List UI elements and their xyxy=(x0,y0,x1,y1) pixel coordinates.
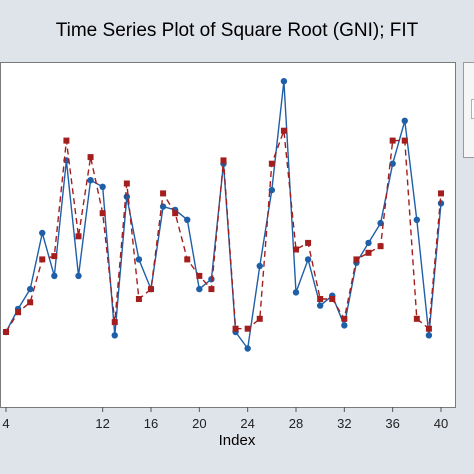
data-point-0-36 xyxy=(437,200,445,207)
data-point-1-36 xyxy=(438,190,444,197)
data-point-1-16 xyxy=(196,272,203,279)
data-point-0-32 xyxy=(389,160,396,167)
x-axis: 4 12 16 20 24 28 32 36 40 xyxy=(2,407,448,431)
legend-panel xyxy=(463,62,474,158)
data-point-1-19 xyxy=(232,325,239,332)
data-point-1-14 xyxy=(172,210,179,217)
data-point-1-11 xyxy=(135,296,142,302)
series-0 xyxy=(2,78,445,352)
x-tick-label: 24 xyxy=(240,416,254,431)
data-point-0-35 xyxy=(425,332,433,339)
data-point-0-21 xyxy=(256,262,263,270)
data-point-1-9 xyxy=(111,319,118,326)
data-point-0-31 xyxy=(377,219,384,227)
data-point-1-7 xyxy=(87,154,94,161)
x-tick-label: 20 xyxy=(192,416,206,431)
data-point-0-34 xyxy=(413,216,421,223)
x-tick-label: 36 xyxy=(385,416,399,431)
data-point-1-35 xyxy=(425,325,432,332)
data-point-0-28 xyxy=(341,322,348,329)
data-point-0-11 xyxy=(135,256,143,263)
data-point-0-30 xyxy=(365,239,372,247)
series-layer xyxy=(2,78,445,352)
x-tick-label: 28 xyxy=(289,416,303,431)
x-tick-label: 40 xyxy=(434,416,448,431)
data-point-1-21 xyxy=(256,315,263,322)
data-point-0-6 xyxy=(75,272,82,280)
data-point-1-28 xyxy=(341,315,348,322)
data-point-0-15 xyxy=(184,216,191,223)
data-point-1-27 xyxy=(329,296,336,302)
data-point-1-17 xyxy=(208,286,215,293)
data-point-0-13 xyxy=(159,203,167,210)
data-point-0-8 xyxy=(99,183,106,190)
data-point-1-23 xyxy=(280,127,287,134)
data-point-1-6 xyxy=(75,233,82,240)
data-point-1-30 xyxy=(365,249,372,256)
data-point-1-32 xyxy=(389,137,396,144)
legend-panel-control[interactable] xyxy=(471,99,474,119)
data-point-1-5 xyxy=(63,137,70,144)
data-point-1-13 xyxy=(160,190,167,197)
data-point-1-2 xyxy=(27,299,34,306)
x-axis-label: Index xyxy=(218,432,256,449)
data-point-1-18 xyxy=(220,157,227,164)
data-point-1-15 xyxy=(184,256,191,263)
data-point-0-2 xyxy=(26,285,34,293)
data-point-1-8 xyxy=(99,210,106,217)
data-point-1-12 xyxy=(148,286,154,293)
x-tick-label: 4 xyxy=(2,416,9,431)
data-point-0-7 xyxy=(87,177,94,184)
data-point-1-24 xyxy=(293,246,299,253)
data-point-1-20 xyxy=(244,325,251,332)
data-point-1-4 xyxy=(51,253,58,260)
data-point-0-17 xyxy=(208,276,215,283)
data-point-0-3 xyxy=(39,229,46,237)
series-line-0 xyxy=(5,81,442,351)
x-tick-label: 16 xyxy=(144,416,158,431)
data-point-0-16 xyxy=(196,285,203,293)
data-point-1-29 xyxy=(353,256,360,263)
data-point-1-33 xyxy=(401,137,408,144)
x-tick-label: 12 xyxy=(95,416,109,431)
chart-title: Time Series Plot of Square Root (GNI); F… xyxy=(55,20,419,41)
data-point-0-9 xyxy=(111,332,118,339)
data-point-1-22 xyxy=(268,160,275,167)
data-point-1-0 xyxy=(3,329,9,335)
data-point-0-26 xyxy=(316,302,324,309)
data-point-0-33 xyxy=(401,117,408,125)
data-point-1-1 xyxy=(15,309,22,316)
series-1 xyxy=(3,127,444,335)
data-point-0-20 xyxy=(244,345,251,352)
data-point-0-4 xyxy=(51,272,58,280)
x-tick-label: 32 xyxy=(337,416,351,431)
data-point-1-34 xyxy=(413,315,420,322)
data-point-0-25 xyxy=(304,256,312,263)
data-point-1-10 xyxy=(123,180,130,187)
data-point-1-26 xyxy=(317,296,324,302)
data-point-1-31 xyxy=(377,243,384,250)
data-point-1-25 xyxy=(305,239,312,246)
data-point-0-24 xyxy=(292,289,300,296)
data-point-0-23 xyxy=(280,78,288,85)
data-point-1-3 xyxy=(39,256,46,263)
